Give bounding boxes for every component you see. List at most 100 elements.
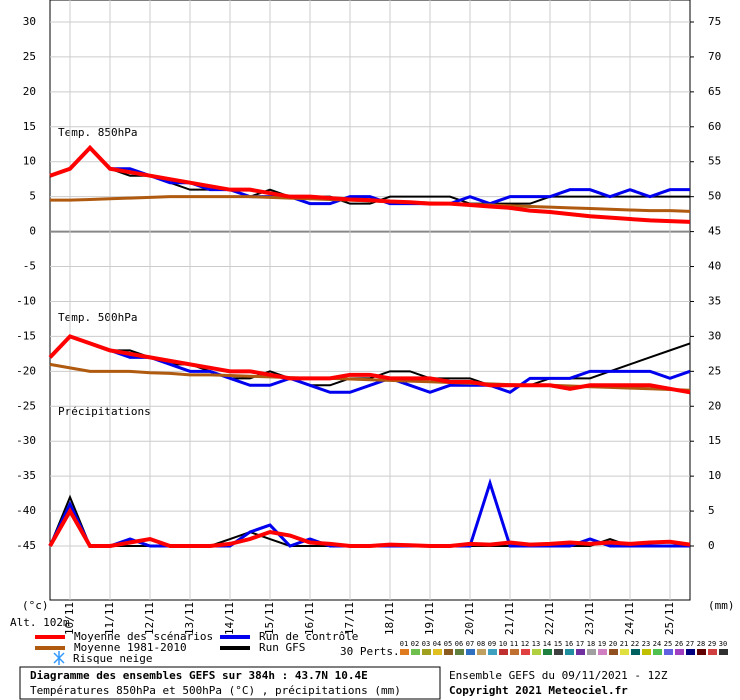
y-tick-label: 5: [29, 190, 36, 203]
footer-subtitle: Températures 850hPa et 500hPa (°C) , pré…: [30, 684, 401, 697]
y2-tick-label: 50: [708, 190, 721, 203]
x-tick-label: 22/11: [543, 602, 556, 635]
y2-tick-label: 25: [708, 364, 721, 377]
perturbation-swatch: [521, 649, 530, 655]
perturbation-swatch: [532, 649, 541, 655]
y-tick-label: -5: [23, 260, 36, 273]
perturbation-label: 30 Perts.: [340, 645, 400, 658]
y2-tick-label: 0: [708, 539, 715, 552]
perturbation-name: 05: [444, 640, 452, 648]
x-tick-label: 15/11: [263, 602, 276, 635]
snow-label: Risque neige: [73, 652, 152, 665]
x-tick-label: 17/11: [343, 602, 356, 635]
series-line: [48, 478, 690, 548]
x-tick-label: 16/11: [303, 602, 316, 635]
perturbation-swatch: [554, 649, 563, 655]
perturbation-swatch: [620, 649, 629, 655]
perturbation-swatch: [675, 649, 684, 655]
series-line: [48, 507, 691, 548]
snow-icon: [53, 651, 65, 665]
y2-tick-label: 45: [708, 225, 721, 238]
perturbation-name: 04: [433, 640, 441, 648]
perturbation-swatch: [719, 649, 728, 655]
altitude: Alt. 102m: [10, 616, 70, 629]
legend-label: Moyenne 1981-2010: [74, 641, 187, 654]
perturbation-swatch: [455, 649, 464, 655]
y2-label: (mm): [708, 599, 735, 612]
y-tick-label: -20: [16, 364, 36, 377]
perturbation-name: 29: [708, 640, 716, 648]
y2-tick-label: 65: [708, 85, 721, 98]
perturbation-name: 16: [565, 640, 573, 648]
perturbation-swatch: [686, 649, 695, 655]
y-tick-label: 30: [23, 15, 36, 28]
x-tick-label: 20/11: [463, 602, 476, 635]
perturbation-name: 25: [664, 640, 672, 648]
legend-label: Run de contrôle: [259, 630, 358, 643]
y-tick-label: -15: [16, 329, 36, 342]
x-tick-label: 11/11: [103, 602, 116, 635]
perturbation-name: 24: [653, 640, 661, 648]
perturbation-name: 13: [532, 640, 540, 648]
series-line: [48, 334, 691, 395]
perturbation-name: 02: [411, 640, 419, 648]
legend-label: Moyenne des scénarios: [74, 630, 213, 643]
y2-tick-label: 60: [708, 120, 721, 133]
perturbation-swatch: [598, 649, 607, 655]
y2-tick-label: 10: [708, 469, 721, 482]
perturbation-name: 06: [455, 640, 463, 648]
perturbation-swatch: [499, 649, 508, 655]
perturbation-name: 22: [631, 640, 639, 648]
y-tick-label: -45: [16, 539, 36, 552]
perturbation-swatch: [488, 649, 497, 655]
y-tick-label: -35: [16, 469, 36, 482]
x-tick-label: 12/11: [143, 602, 156, 635]
y2-tick-label: 5: [708, 504, 715, 517]
y2-tick-label: 30: [708, 329, 721, 342]
perturbation-name: 07: [466, 640, 474, 648]
perturbation-name: 21: [620, 640, 628, 648]
series-line: [49, 335, 691, 387]
x-tick-label: 18/11: [383, 602, 396, 635]
plot-frame: [49, 0, 691, 601]
y-tick-label: 20: [23, 85, 36, 98]
perturbation-swatch: [565, 649, 574, 655]
y2-tick-label: 40: [708, 260, 721, 273]
perturbation-name: 14: [543, 640, 551, 648]
perturbation-name: 12: [521, 640, 529, 648]
perturbation-swatch: [422, 649, 431, 655]
perturbation-name: 01: [400, 640, 408, 648]
perturbation-swatch: [609, 649, 618, 655]
perturbation-swatch: [543, 649, 552, 655]
x-tick-label: 25/11: [663, 602, 676, 635]
perturbation-swatch: [444, 649, 453, 655]
y2-tick-label: 75: [708, 15, 721, 28]
perturbation-swatch: [587, 649, 596, 655]
legend-label: Run GFS: [259, 641, 305, 654]
annotation: Temp. 500hPa: [58, 311, 137, 324]
perturbation-swatch: [631, 649, 640, 655]
footer-title: Diagramme des ensembles GEFS sur 384h : …: [30, 669, 368, 682]
perturbation-swatch: [664, 649, 673, 655]
copyright: Copyright 2021 Meteociel.fr: [449, 684, 628, 697]
x-tick-label: 19/11: [423, 602, 436, 635]
perturbation-name: 17: [576, 640, 584, 648]
annotation: Temp. 850hPa: [58, 126, 137, 139]
x-tick-label: 14/11: [223, 602, 236, 635]
y2-tick-label: 15: [708, 434, 721, 447]
perturbation-swatch: [642, 649, 651, 655]
perturbation-swatch: [510, 649, 519, 655]
perturbation-name: 18: [587, 640, 595, 648]
perturbation-name: 09: [488, 640, 496, 648]
perturbation-name: 08: [477, 640, 485, 648]
perturbation-swatch: [708, 649, 717, 655]
perturbation-swatch: [576, 649, 585, 655]
x-tick-label: 13/11: [183, 602, 196, 635]
perturbation-name: 15: [554, 640, 562, 648]
annotation: Précipitations: [58, 405, 151, 418]
y-tick-label: 25: [23, 50, 36, 63]
perturbation-swatch: [433, 649, 442, 655]
perturbation-name: 26: [675, 640, 683, 648]
y-tick-label: 10: [23, 155, 36, 168]
